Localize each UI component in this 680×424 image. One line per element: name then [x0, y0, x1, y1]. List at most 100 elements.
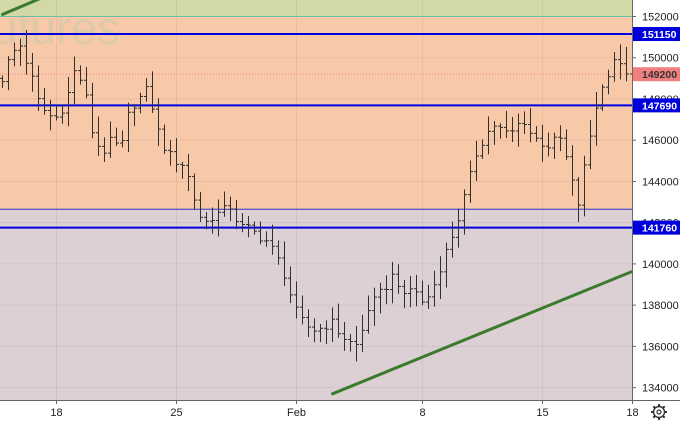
price-bar	[306, 309, 311, 338]
price-bar	[252, 221, 257, 235]
lower-trendline	[331, 268, 637, 396]
time-tick-label: 18	[626, 407, 638, 419]
price-tick-label: 146000	[642, 135, 679, 147]
watermark-text: utures	[0, 2, 120, 54]
price-bar	[48, 99, 53, 131]
upper-trendline	[1, 0, 41, 16]
price-bar	[564, 129, 569, 160]
price-bar	[102, 137, 107, 162]
price-bar	[258, 221, 263, 245]
price-bar	[174, 138, 179, 173]
current-price-tag	[633, 67, 680, 82]
price-bar	[12, 42, 17, 67]
time-tick-label: 18	[50, 407, 62, 419]
price-bar	[534, 126, 539, 142]
price-bar	[540, 124, 545, 162]
level-tag-151150	[633, 27, 680, 42]
price-bar	[528, 108, 533, 143]
price-bar	[138, 92, 143, 114]
price-bar	[402, 279, 407, 309]
price-bar	[228, 196, 233, 222]
price-bar	[78, 65, 83, 85]
current-price-text: 149200	[642, 69, 677, 81]
price-bar	[558, 125, 563, 152]
price-bar	[126, 102, 131, 153]
price-bar	[66, 76, 71, 127]
price-bar	[462, 189, 467, 235]
price-bar	[426, 284, 431, 310]
price-bar	[354, 326, 359, 362]
price-bar	[336, 303, 341, 338]
price-bar	[288, 266, 293, 304]
price-bar	[432, 270, 437, 307]
price-bar	[312, 318, 317, 343]
price-bar	[492, 121, 497, 145]
horizontal-levels	[0, 15, 680, 229]
price-bar	[414, 274, 419, 307]
price-bar	[324, 320, 329, 345]
level-tag-text: 141760	[642, 223, 677, 235]
price-tick-label: 144000	[642, 176, 679, 188]
price-bar	[378, 282, 383, 314]
gear-icon[interactable]	[651, 404, 667, 420]
price-bar	[606, 69, 611, 95]
price-bar	[366, 295, 371, 334]
price-bar	[444, 242, 449, 288]
price-bar	[456, 208, 461, 248]
price-bar	[618, 44, 623, 80]
price-bar	[246, 215, 251, 238]
price-bar	[588, 120, 593, 170]
price-zones	[0, 0, 632, 400]
trendlines	[1, 0, 637, 396]
price-bar	[42, 87, 47, 115]
price-bar	[330, 307, 335, 342]
price-bar	[474, 140, 479, 182]
price-tick-label: 152000	[642, 11, 679, 23]
price-bar	[570, 145, 575, 196]
price-bar	[264, 231, 269, 247]
level-tag-text: 147690	[642, 100, 677, 112]
price-bar	[84, 66, 89, 99]
price-bars	[0, 30, 635, 362]
price-bar	[132, 104, 137, 127]
price-bar	[120, 130, 125, 148]
price-bar	[144, 78, 149, 102]
price-bar	[396, 264, 401, 294]
price-bar	[30, 53, 35, 92]
price-bar	[36, 65, 41, 112]
price-bar	[180, 161, 185, 179]
price-bar	[546, 132, 551, 157]
price-bar	[576, 177, 581, 223]
price-bar	[96, 116, 101, 156]
price-bar	[60, 105, 65, 124]
price-bar	[222, 191, 227, 217]
price-bar	[114, 127, 119, 146]
price-bar	[516, 113, 521, 147]
level-tag-141760	[633, 220, 680, 235]
price-axis: 1340001360001380001400001420001440001460…	[632, 0, 680, 424]
price-bar	[234, 200, 239, 230]
price-bar	[204, 212, 209, 230]
price-bar	[276, 240, 281, 265]
price-bar	[168, 139, 173, 166]
price-tick-label: 138000	[642, 300, 679, 312]
price-bar	[156, 98, 161, 146]
price-bar	[468, 160, 473, 203]
price-bar	[582, 155, 587, 217]
price-bar	[300, 295, 305, 325]
price-bar	[372, 287, 377, 327]
level-tag-147690	[633, 98, 680, 113]
price-bar	[552, 132, 557, 159]
price-bar	[504, 110, 509, 138]
price-bar	[24, 30, 29, 75]
price-bar	[522, 111, 527, 134]
price-bar	[216, 199, 221, 237]
price-bar	[150, 71, 155, 114]
price-tick-label: 140000	[642, 259, 679, 271]
price-bar	[270, 224, 275, 255]
middle-zone	[0, 16, 632, 210]
price-bar	[18, 38, 23, 66]
time-tick-label: 8	[419, 407, 425, 419]
time-axis: 18 25 Feb 8 15 18	[0, 400, 680, 424]
price-bar	[348, 333, 353, 352]
